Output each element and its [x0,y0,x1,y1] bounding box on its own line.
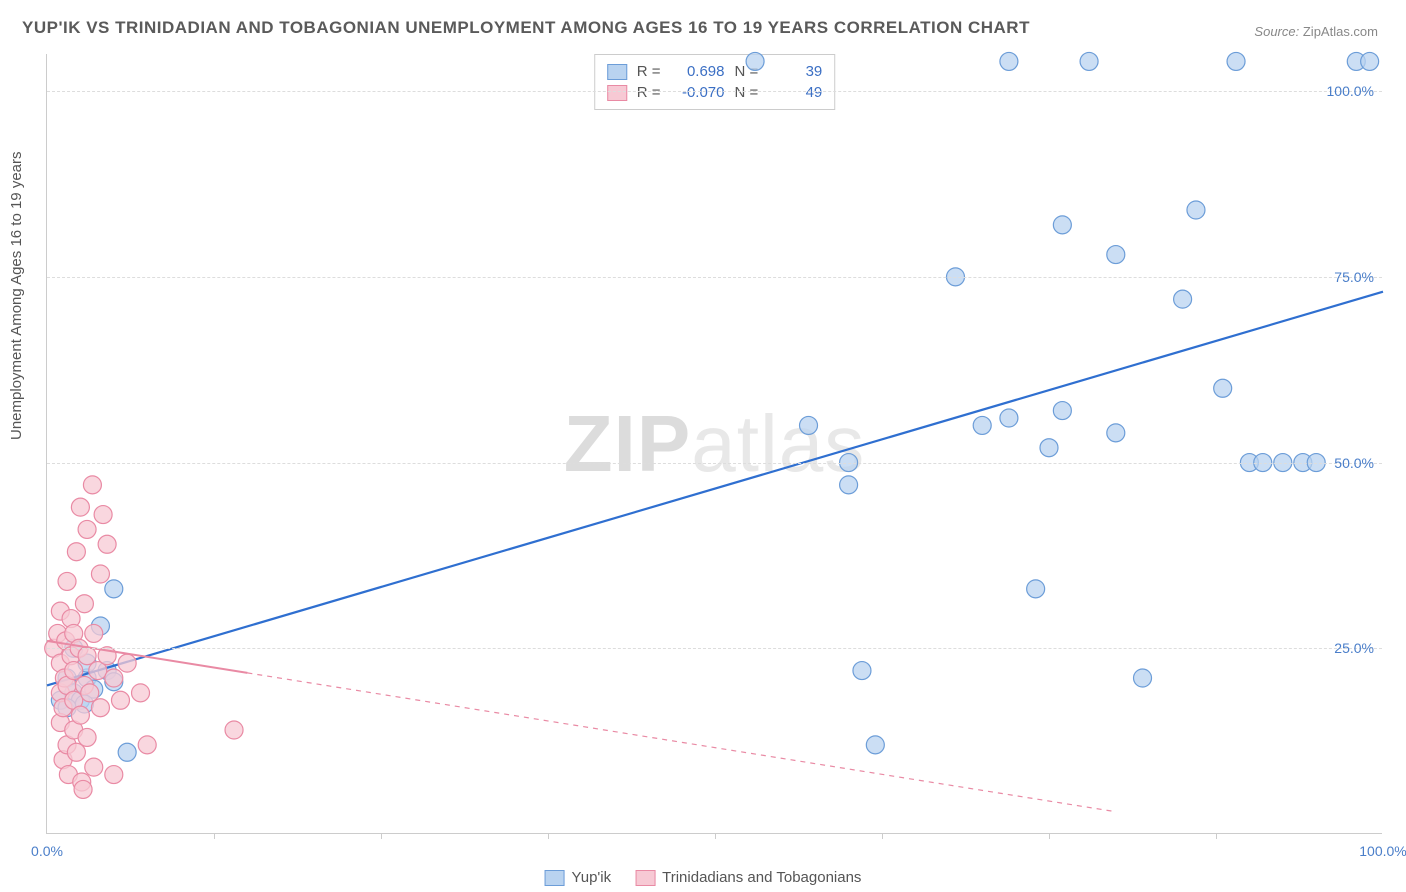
y-tick-label: 25.0% [1334,640,1374,656]
trend-line-solid [47,292,1383,686]
scatter-point [1027,580,1045,598]
trend-line-dashed [247,673,1115,812]
x-tick-label: 100.0% [1359,843,1406,859]
x-minor-tick [548,833,549,839]
scatter-point [800,416,818,434]
scatter-point [973,416,991,434]
scatter-point [1107,246,1125,264]
scatter-point [105,669,123,687]
scatter-point [94,506,112,524]
scatter-point [83,476,101,494]
scatter-point [225,721,243,739]
scatter-point [1227,52,1245,70]
x-minor-tick [381,833,382,839]
x-minor-tick [1216,833,1217,839]
scatter-point [78,728,96,746]
scatter-point [1107,424,1125,442]
scatter-point [71,706,89,724]
scatter-point [1053,402,1071,420]
scatter-point [67,543,85,561]
source-label: Source: [1254,24,1299,39]
source-credit: Source: ZipAtlas.com [1254,24,1378,39]
scatter-point [78,647,96,665]
scatter-point [105,580,123,598]
scatter-point [1214,379,1232,397]
scatter-point [1053,216,1071,234]
scatter-point [85,624,103,642]
legend-item-series2: Trinidadians and Tobagonians [635,869,861,886]
scatter-point [81,684,99,702]
chart-plot-area: ZIPatlas R = 0.698 N = 39 R = -0.070 N =… [46,54,1382,834]
scatter-point [1361,52,1379,70]
scatter-point [75,595,93,613]
scatter-point [74,780,92,798]
scatter-point [91,699,109,717]
legend-item-series1: Yup'ik [545,869,612,886]
scatter-point [138,736,156,754]
scatter-point [1040,439,1058,457]
scatter-point [118,654,136,672]
scatter-point [67,743,85,761]
scatter-point [98,535,116,553]
scatter-point [1000,52,1018,70]
legend-swatch-2 [635,870,655,886]
scatter-point [105,766,123,784]
scatter-point [65,662,83,680]
scatter-point [1174,290,1192,308]
scatter-point [118,743,136,761]
y-tick-label: 75.0% [1334,269,1374,285]
x-minor-tick [1049,833,1050,839]
scatter-point [91,565,109,583]
x-minor-tick [214,833,215,839]
y-axis-label: Unemployment Among Ages 16 to 19 years [8,151,25,440]
source-value: ZipAtlas.com [1303,24,1378,39]
x-minor-tick [882,833,883,839]
scatter-point [1080,52,1098,70]
scatter-point [71,498,89,516]
scatter-point [840,476,858,494]
chart-title: YUP'IK VS TRINIDADIAN AND TOBAGONIAN UNE… [22,18,1030,38]
legend-bottom: Yup'ik Trinidadians and Tobagonians [545,869,862,886]
legend-swatch-1 [545,870,565,886]
scatter-point [746,52,764,70]
legend-label-1: Yup'ik [572,869,612,886]
scatter-svg [47,54,1382,833]
scatter-point [111,691,129,709]
scatter-point [58,572,76,590]
gridline-h [47,91,1382,92]
scatter-point [1134,669,1152,687]
y-tick-label: 100.0% [1327,83,1374,99]
x-minor-tick [715,833,716,839]
x-tick-label: 0.0% [31,843,63,859]
scatter-point [78,520,96,538]
scatter-point [85,758,103,776]
legend-label-2: Trinidadians and Tobagonians [662,869,861,886]
scatter-point [1000,409,1018,427]
gridline-h [47,648,1382,649]
gridline-h [47,463,1382,464]
y-tick-label: 50.0% [1334,455,1374,471]
scatter-point [853,662,871,680]
scatter-point [1187,201,1205,219]
scatter-point [866,736,884,754]
scatter-point [132,684,150,702]
gridline-h [47,277,1382,278]
